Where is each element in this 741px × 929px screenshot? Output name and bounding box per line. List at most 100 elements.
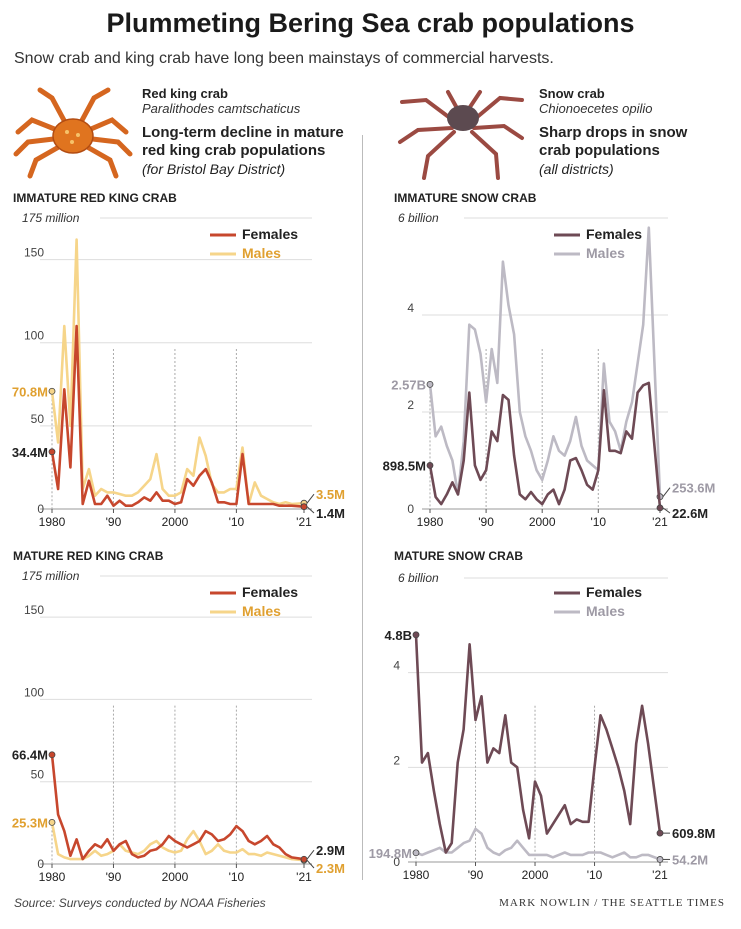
y-tick-label: 2 bbox=[407, 398, 414, 412]
snow-crab-note: (all districts) bbox=[539, 161, 614, 177]
y-tick-label: 2 bbox=[393, 753, 400, 767]
series-line-females bbox=[50, 754, 305, 861]
end-point bbox=[656, 829, 664, 837]
start-value-label: 66.4M bbox=[12, 748, 48, 763]
page-subtitle: Snow crab and king crab have long been m… bbox=[14, 50, 554, 67]
end-value-label: 2.3M bbox=[316, 861, 345, 876]
chart-title: IMMATURE RED KING CRAB bbox=[13, 191, 177, 205]
snow-crab-scientific-name: Chionoecetes opilio bbox=[539, 101, 653, 116]
y-tick-label: 50 bbox=[31, 768, 45, 782]
red-crab-note: (for Bristol Bay District) bbox=[142, 161, 286, 177]
end-label-leader bbox=[306, 849, 315, 860]
red-king-crab-illustration bbox=[13, 87, 133, 179]
series-line-females bbox=[428, 381, 662, 509]
end-value-label: 3.5M bbox=[316, 487, 345, 502]
start-point bbox=[48, 818, 56, 826]
x-tick-label: '90 bbox=[478, 515, 494, 529]
end-label-leader bbox=[662, 487, 671, 498]
end-point bbox=[656, 504, 664, 512]
end-point bbox=[300, 855, 308, 863]
legend-label-females: Females bbox=[586, 584, 642, 600]
end-label-leader bbox=[306, 493, 315, 504]
x-tick-label: 1980 bbox=[403, 868, 430, 882]
series-line-females bbox=[50, 324, 305, 508]
series-line-males bbox=[50, 238, 305, 506]
credit-line: MARK NOWLIN / THE SEATTLE TIMES bbox=[499, 897, 725, 909]
y-tick-zero: 0 bbox=[407, 502, 414, 516]
y-tick-label: 50 bbox=[31, 412, 45, 426]
end-value-label: 22.6M bbox=[672, 506, 708, 521]
y-tick-label: 4 bbox=[393, 659, 400, 673]
immature-red-king-crab-chart: IMMATURE RED KING CRAB 175 million 50 100 15… bbox=[12, 191, 345, 529]
start-point bbox=[48, 448, 56, 456]
chart-title: MATURE SNOW CRAB bbox=[394, 549, 523, 563]
end-value-label: 54.2M bbox=[672, 852, 708, 867]
x-tick-label: '90 bbox=[106, 515, 122, 529]
x-tick-label: 1980 bbox=[39, 870, 66, 884]
snow-crab-name: Snow crab bbox=[539, 86, 605, 101]
x-tick-label: 1980 bbox=[39, 515, 66, 529]
x-tick-label: '90 bbox=[468, 868, 484, 882]
series-line-males bbox=[50, 822, 305, 862]
y-tick-zero: 0 bbox=[37, 502, 44, 516]
end-point bbox=[656, 856, 664, 863]
x-tick-label: 2000 bbox=[529, 515, 556, 529]
x-tick-label: '10 bbox=[590, 515, 606, 529]
chart-title: IMMATURE SNOW CRAB bbox=[394, 191, 537, 205]
x-tick-label: '21 bbox=[652, 515, 668, 529]
start-point bbox=[412, 631, 420, 639]
legend-label-females: Females bbox=[242, 584, 298, 600]
y-tick-zero: 0 bbox=[37, 857, 44, 871]
start-point bbox=[48, 751, 56, 759]
start-point bbox=[426, 462, 434, 469]
x-tick-label: '21 bbox=[296, 870, 312, 884]
start-value-label: 194.8M bbox=[369, 846, 412, 861]
y-tick-label: 4 bbox=[407, 301, 414, 315]
series-line-males bbox=[415, 827, 661, 861]
legend-label-males: Males bbox=[242, 245, 281, 261]
end-value-label: 253.6M bbox=[672, 481, 715, 496]
red-crab-headline: Long-term decline in mature red king cra… bbox=[142, 124, 344, 159]
snow-crab-headline: Sharp drops in snow crab populations bbox=[539, 124, 688, 159]
start-point bbox=[426, 380, 434, 388]
legend-label-females: Females bbox=[586, 226, 642, 242]
red-crab-name: Red king crab bbox=[142, 86, 228, 101]
end-value-label: 1.4M bbox=[316, 506, 345, 521]
x-tick-label: '10 bbox=[587, 868, 603, 882]
red-king-crab-info: Red king crab Paralithodes camtschaticus… bbox=[142, 86, 347, 178]
chart-title: MATURE RED KING CRAB bbox=[13, 549, 164, 563]
y-tick-label: 150 bbox=[24, 246, 44, 260]
y-axis-unit-label: 175 million bbox=[22, 211, 80, 225]
y-axis-unit-label: 6 billion bbox=[398, 571, 439, 585]
start-value-label: 34.4M bbox=[12, 445, 48, 460]
start-point bbox=[412, 849, 420, 857]
end-label-leader bbox=[306, 859, 315, 869]
legend-label-males: Males bbox=[242, 603, 281, 619]
x-tick-label: '90 bbox=[106, 870, 122, 884]
source-note: Source: Surveys conducted by NOAA Fisher… bbox=[14, 896, 266, 910]
x-tick-label: 2000 bbox=[162, 515, 189, 529]
page-title: Plummeting Bering Sea crab populations bbox=[106, 8, 635, 38]
series-line-males bbox=[428, 226, 662, 497]
x-tick-label: '21 bbox=[296, 515, 312, 529]
start-value-label: 898.5M bbox=[383, 458, 426, 473]
x-tick-label: 2000 bbox=[522, 868, 549, 882]
start-value-label: 2.57B bbox=[391, 377, 426, 392]
snow-crab-illustration bbox=[398, 90, 524, 180]
y-tick-label: 100 bbox=[24, 685, 44, 699]
start-value-label: 25.3M bbox=[12, 815, 48, 830]
x-tick-label: 1980 bbox=[417, 515, 444, 529]
y-tick-zero: 0 bbox=[393, 855, 400, 869]
end-label-leader bbox=[662, 507, 671, 514]
x-tick-label: '10 bbox=[229, 870, 245, 884]
y-axis-unit-label: 6 billion bbox=[398, 211, 439, 225]
x-tick-label: '10 bbox=[229, 515, 245, 529]
series-line-females bbox=[414, 634, 662, 854]
snow-crab-info: Snow crab Chionoecetes opilio Sharp drop… bbox=[539, 86, 719, 178]
y-axis-unit-label: 175 million bbox=[22, 569, 80, 583]
y-tick-label: 150 bbox=[24, 603, 44, 617]
start-value-label: 4.8B bbox=[385, 628, 412, 643]
legend-label-males: Males bbox=[586, 245, 625, 261]
